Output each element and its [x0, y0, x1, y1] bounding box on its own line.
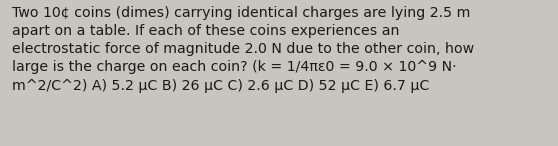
- Text: Two 10¢ coins (dimes) carrying identical charges are lying 2.5 m
apart on a tabl: Two 10¢ coins (dimes) carrying identical…: [12, 6, 474, 93]
